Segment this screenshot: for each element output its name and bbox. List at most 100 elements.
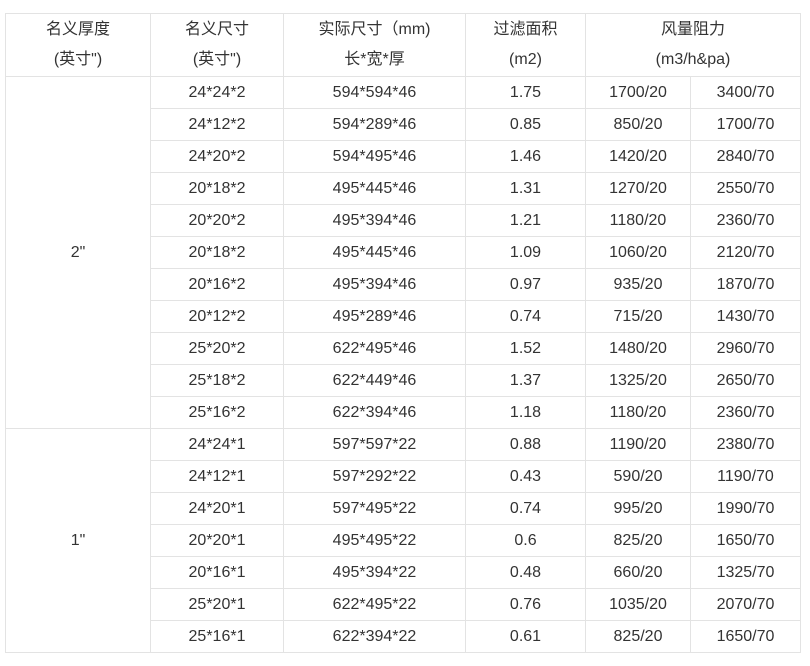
header-line: (m3/h&pa) <box>655 51 731 68</box>
filter-area-cell: 1.18 <box>465 396 586 429</box>
airflow-70pa-cell: 2380/70 <box>689 428 802 461</box>
table-row: 20*16*2 495*394*46 0.97 935/20 1870/70 <box>6 268 802 301</box>
table-row: 24*20*2 594*495*46 1.46 1420/20 2840/70 <box>6 140 802 173</box>
airflow-70pa-cell: 2070/70 <box>689 588 802 621</box>
actual-size-cell: 594*289*46 <box>283 108 466 141</box>
airflow-70pa-cell: 1870/70 <box>689 268 802 301</box>
nominal-size-cell: 20*20*2 <box>150 204 284 237</box>
table-row: 20*18*2 495*445*46 1.09 1060/20 2120/70 <box>6 236 802 269</box>
filter-area-cell: 0.48 <box>465 556 586 589</box>
header-nominal-size: 名义尺寸 (英寸") <box>150 13 284 77</box>
airflow-70pa-cell: 2840/70 <box>689 140 802 173</box>
nominal-size-cell: 25*20*1 <box>150 588 284 621</box>
header-filter-area: 过滤面积 (m2) <box>465 13 586 77</box>
airflow-70pa-cell: 2120/70 <box>689 236 802 269</box>
filter-area-cell: 0.6 <box>465 524 586 557</box>
actual-size-cell: 597*292*22 <box>283 460 466 493</box>
nominal-size-cell: 24*20*1 <box>150 492 284 525</box>
table-row: 24*12*2 594*289*46 0.85 850/20 1700/70 <box>6 108 802 141</box>
airflow-70pa-cell: 2360/70 <box>689 204 802 237</box>
airflow-20pa-cell: 825/20 <box>585 620 691 653</box>
nominal-size-cell: 20*16*2 <box>150 268 284 301</box>
table-row: 25*16*2 622*394*46 1.18 1180/20 2360/70 <box>6 396 802 429</box>
table-row: 20*18*2 495*445*46 1.31 1270/20 2550/70 <box>6 172 802 205</box>
filter-area-cell: 1.21 <box>465 204 586 237</box>
thickness-cell: 2" <box>5 76 151 429</box>
table-row: 24*12*1 597*292*22 0.43 590/20 1190/70 <box>6 460 802 493</box>
airflow-20pa-cell: 590/20 <box>585 460 691 493</box>
actual-size-cell: 597*495*22 <box>283 492 466 525</box>
header-line: 过滤面积 <box>493 21 558 38</box>
nominal-size-cell: 25*18*2 <box>150 364 284 397</box>
table-row: 2" 24*24*2 594*594*46 1.75 1700/20 3400/70 <box>5 76 802 429</box>
airflow-20pa-cell: 1060/20 <box>585 236 691 269</box>
filter-area-cell: 1.75 <box>465 76 586 109</box>
airflow-20pa-cell: 825/20 <box>585 524 691 557</box>
table-row: 20*20*2 495*394*46 1.21 1180/20 2360/70 <box>6 204 802 237</box>
header-airflow: 风量阻力 (m3/h&pa) <box>584 13 802 77</box>
actual-size-cell: 495*445*46 <box>283 172 466 205</box>
nominal-size-cell: 20*18*2 <box>150 236 284 269</box>
thickness-cell: 1" <box>5 428 151 653</box>
nominal-size-cell: 24*24*1 <box>150 428 284 461</box>
actual-size-cell: 622*449*46 <box>283 364 466 397</box>
nominal-size-cell: 24*24*2 <box>150 76 284 109</box>
header-line: (英寸") <box>192 51 242 68</box>
filter-area-cell: 1.09 <box>465 236 586 269</box>
table-row: 24*20*1 597*495*22 0.74 995/20 1990/70 <box>6 492 802 525</box>
airflow-20pa-cell: 660/20 <box>585 556 691 589</box>
filter-area-cell: 0.74 <box>465 300 586 333</box>
actual-size-cell: 622*495*46 <box>283 332 466 365</box>
filter-area-cell: 0.97 <box>465 268 586 301</box>
header-row: 名义厚度 (英寸") 名义尺寸 (英寸") 实际尺寸（mm) 长*宽*厚 过滤面积 (m… <box>5 13 802 77</box>
airflow-70pa-cell: 1700/70 <box>689 108 802 141</box>
airflow-20pa-cell: 1180/20 <box>585 396 691 429</box>
filter-area-cell: 1.46 <box>465 140 586 173</box>
airflow-20pa-cell: 1270/20 <box>585 172 691 205</box>
airflow-70pa-cell: 2650/70 <box>689 364 802 397</box>
filter-area-cell: 0.76 <box>465 588 586 621</box>
actual-size-cell: 495*495*22 <box>283 524 466 557</box>
filter-area-cell: 1.31 <box>465 172 586 205</box>
airflow-70pa-cell: 1430/70 <box>689 300 802 333</box>
header-actual-size: 实际尺寸（mm) 长*宽*厚 <box>283 13 466 77</box>
table-row: 1" 24*24*1 597*597*22 0.88 1190/20 2380/70 <box>5 428 802 653</box>
airflow-20pa-cell: 1325/20 <box>585 364 691 397</box>
nominal-size-cell: 24*12*1 <box>150 460 284 493</box>
actual-size-cell: 622*394*22 <box>283 620 466 653</box>
airflow-70pa-cell: 2960/70 <box>689 332 802 365</box>
nominal-size-cell: 20*18*2 <box>150 172 284 205</box>
airflow-70pa-cell: 3400/70 <box>689 76 802 109</box>
airflow-20pa-cell: 1180/20 <box>585 204 691 237</box>
actual-size-cell: 495*289*46 <box>283 300 466 333</box>
airflow-70pa-cell: 2360/70 <box>689 396 802 429</box>
actual-size-cell: 594*594*46 <box>283 76 466 109</box>
nominal-size-cell: 24*20*2 <box>150 140 284 173</box>
actual-size-cell: 622*394*46 <box>283 396 466 429</box>
airflow-20pa-cell: 995/20 <box>585 492 691 525</box>
header-line: 名义尺寸 <box>184 21 249 38</box>
filter-area-cell: 0.74 <box>465 492 586 525</box>
table-row: 25*20*1 622*495*22 0.76 1035/20 2070/70 <box>6 588 802 621</box>
header-line: 名义厚度 <box>45 21 110 38</box>
filter-area-cell: 0.85 <box>465 108 586 141</box>
airflow-20pa-cell: 1420/20 <box>585 140 691 173</box>
airflow-20pa-cell: 1190/20 <box>585 428 691 461</box>
filter-area-cell: 0.88 <box>465 428 586 461</box>
nominal-size-cell: 20*20*1 <box>150 524 284 557</box>
header-thickness: 名义厚度 (英寸") <box>5 13 151 77</box>
header-line: 风量阻力 <box>661 21 726 38</box>
airflow-70pa-cell: 2550/70 <box>689 172 802 205</box>
nominal-size-cell: 25*16*2 <box>150 396 284 429</box>
airflow-20pa-cell: 850/20 <box>585 108 691 141</box>
header-line: (m2) <box>509 51 542 68</box>
airflow-20pa-cell: 1480/20 <box>585 332 691 365</box>
actual-size-cell: 597*597*22 <box>283 428 466 461</box>
actual-size-cell: 594*495*46 <box>283 140 466 173</box>
nominal-size-cell: 24*12*2 <box>150 108 284 141</box>
airflow-70pa-cell: 1990/70 <box>689 492 802 525</box>
header-line: (英寸") <box>53 51 103 68</box>
airflow-70pa-cell: 1190/70 <box>689 460 802 493</box>
nominal-size-cell: 25*20*2 <box>150 332 284 365</box>
filter-area-cell: 1.37 <box>465 364 586 397</box>
